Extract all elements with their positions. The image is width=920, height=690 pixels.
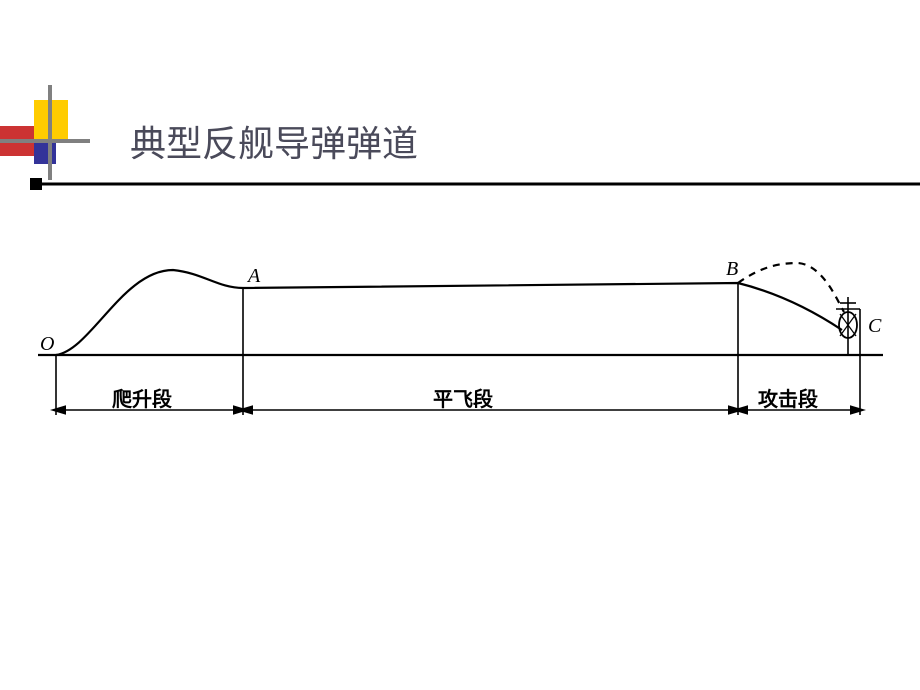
trajectory-diagram: O A B C 爬升段 平飞段 攻击段 xyxy=(38,255,888,455)
deco-vbar xyxy=(48,85,52,180)
trajectory-svg xyxy=(38,255,888,455)
page-title: 典型反舰导弹弹道 xyxy=(130,115,418,167)
deco-blue xyxy=(34,142,56,164)
header-decoration xyxy=(0,85,120,185)
trajectory-solid xyxy=(56,270,842,355)
segment-label-attack: 攻击段 xyxy=(758,383,818,412)
title-underline xyxy=(0,178,920,198)
segment-label-cruise: 平飞段 xyxy=(433,383,493,412)
point-label-A: A xyxy=(248,265,260,288)
deco-hbar xyxy=(0,139,90,143)
segment-label-climb: 爬升段 xyxy=(112,383,172,412)
point-label-B: B xyxy=(726,258,738,281)
header-decoration-svg xyxy=(0,85,120,185)
point-label-O: O xyxy=(40,333,54,356)
point-label-C: C xyxy=(868,315,881,338)
